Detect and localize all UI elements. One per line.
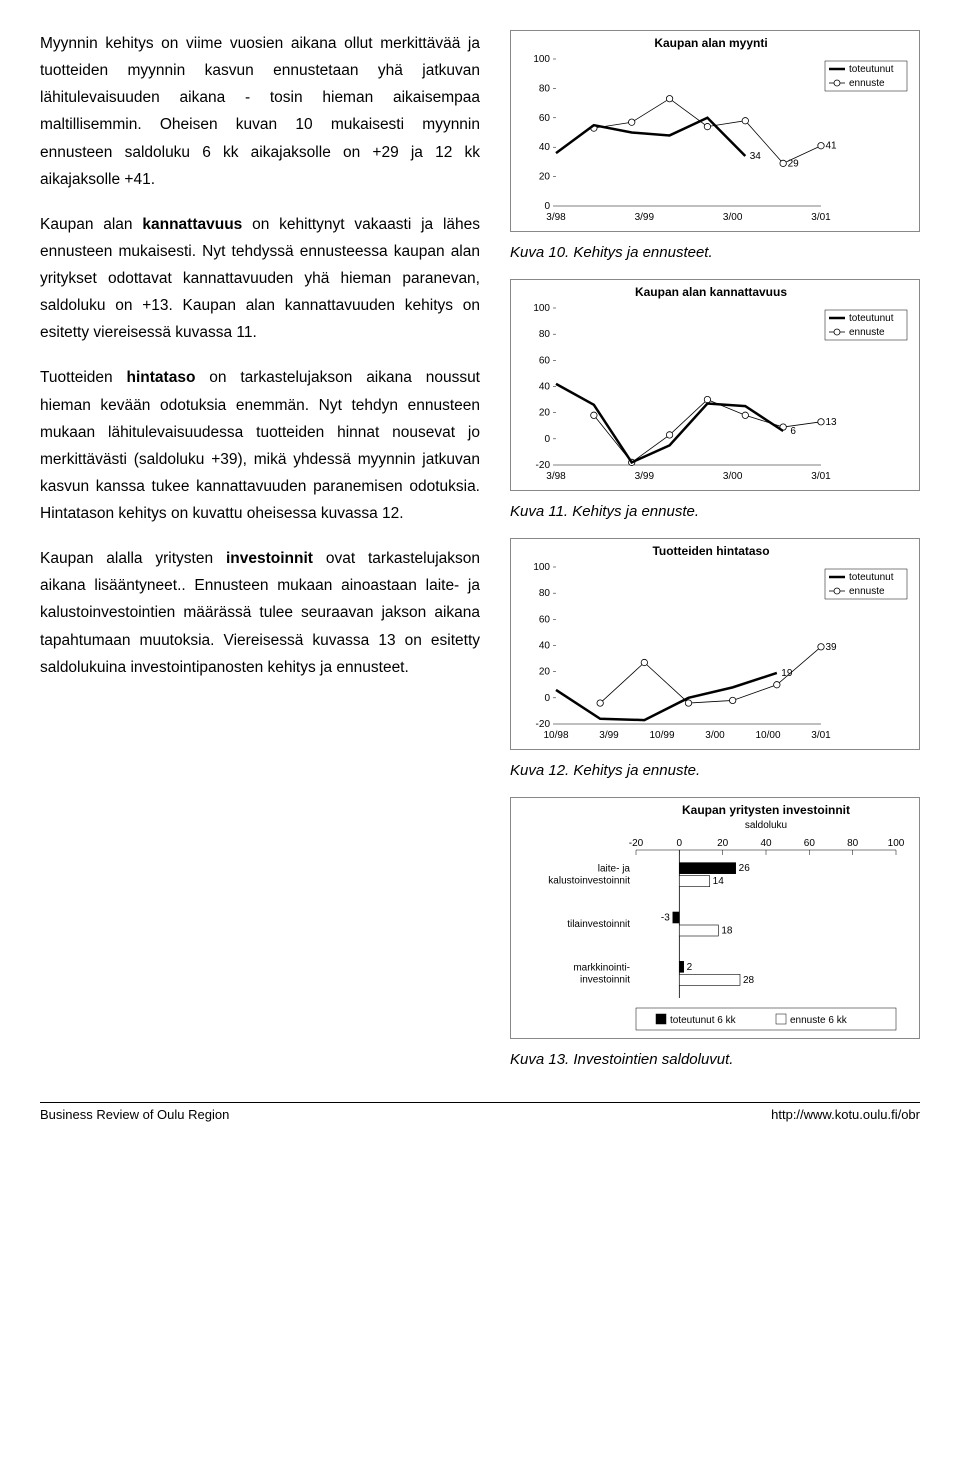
paragraph-1: Myynnin kehitys on viime vuosien aikana …: [40, 30, 480, 193]
svg-text:saldoluku: saldoluku: [745, 820, 787, 831]
svg-text:20: 20: [539, 667, 551, 678]
paragraph-2: Kaupan alan kannattavuus on kehittynyt v…: [40, 211, 480, 347]
svg-text:29: 29: [788, 158, 800, 169]
svg-text:40: 40: [539, 382, 551, 393]
svg-text:ennuste: ennuste: [849, 327, 885, 338]
svg-text:Tuotteiden hintataso: Tuotteiden hintataso: [652, 544, 769, 558]
svg-text:100: 100: [533, 562, 550, 573]
chart-13-svg: Kaupan yritysten investoinnit saldoluku -2…: [511, 798, 911, 1038]
svg-text:-20: -20: [629, 838, 644, 849]
svg-text:-20: -20: [536, 460, 551, 471]
charts-column: Kaupan alan myynti0204060801003/983/993/…: [510, 30, 920, 1078]
svg-text:13: 13: [825, 417, 837, 428]
svg-text:3/01: 3/01: [811, 471, 831, 482]
chart-12-box: Tuotteiden hintataso -20 0 20 40 60 80 100 10/98…: [510, 538, 920, 750]
chart-11-box: Kaupan alan kannattavuus -20 0 20 40 60 80 100 3…: [510, 279, 920, 491]
chart-10-svg: Kaupan alan myynti 0 20 40 60 80 100 3/98 3/99 3/…: [511, 31, 911, 231]
svg-text:ennuste: ennuste: [849, 78, 885, 89]
svg-text:26: 26: [739, 863, 751, 874]
svg-text:80: 80: [539, 329, 551, 340]
svg-text:100: 100: [533, 54, 550, 65]
svg-text:34: 34: [750, 151, 762, 162]
svg-text:2: 2: [687, 962, 693, 973]
svg-text:tilainvestoinnit: tilainvestoinnit: [567, 919, 630, 930]
svg-text:3/99: 3/99: [635, 212, 655, 223]
svg-text:40: 40: [539, 641, 551, 652]
svg-text:14: 14: [713, 876, 725, 887]
svg-text:20: 20: [539, 408, 551, 419]
svg-text:toteutunut: toteutunut: [849, 572, 894, 583]
svg-text:0: 0: [544, 434, 550, 445]
page-footer: Business Review of Oulu Region http://ww…: [40, 1102, 920, 1122]
svg-text:100: 100: [888, 838, 905, 849]
svg-text:28: 28: [743, 975, 755, 986]
svg-text:10/99: 10/99: [649, 730, 674, 741]
svg-text:19: 19: [781, 668, 793, 679]
svg-text:investoinnit: investoinnit: [580, 974, 630, 985]
svg-text:80: 80: [539, 83, 551, 94]
svg-text:6: 6: [790, 426, 796, 437]
svg-text:Kaupan yritysten investoinnit: Kaupan yritysten investoinnit: [682, 803, 850, 817]
svg-text:41: 41: [825, 141, 837, 152]
svg-text:-20: -20: [536, 719, 551, 730]
svg-text:3/98: 3/98: [546, 212, 566, 223]
svg-text:0: 0: [544, 693, 550, 704]
chart-10-box: Kaupan alan myynti 0 20 40 60 80 100 3/98 3/99 3/…: [510, 30, 920, 232]
svg-text:3/99: 3/99: [599, 730, 619, 741]
svg-text:18: 18: [721, 926, 733, 937]
paragraph-3: Tuotteiden hintataso on tarkastelujakson…: [40, 364, 480, 527]
svg-text:20: 20: [539, 172, 551, 183]
svg-text:3/00: 3/00: [723, 471, 743, 482]
svg-text:100: 100: [533, 303, 550, 314]
svg-text:ennuste 6 kk: ennuste 6 kk: [790, 1015, 848, 1026]
svg-text:-3: -3: [661, 913, 670, 924]
svg-text:60: 60: [804, 838, 816, 849]
svg-text:3/01: 3/01: [811, 730, 831, 741]
svg-text:laite- ja: laite- ja: [598, 864, 631, 875]
svg-text:toteutunut: toteutunut: [849, 313, 894, 324]
svg-text:60: 60: [539, 113, 551, 124]
svg-text:markkinointi-: markkinointi-: [573, 962, 630, 973]
svg-text:kalustoinvestoinnit: kalustoinvestoinnit: [548, 876, 630, 887]
svg-text:3/98: 3/98: [546, 471, 566, 482]
svg-text:40: 40: [760, 838, 772, 849]
chart-10-caption: Kuva 10. Kehitys ja ennusteet.: [510, 244, 920, 261]
footer-left: Business Review of Oulu Region: [40, 1107, 229, 1122]
chart-11-svg: Kaupan alan kannattavuus -20 0 20 40 60 80 100 3…: [511, 280, 911, 490]
svg-text:3/00: 3/00: [723, 212, 743, 223]
svg-text:80: 80: [539, 588, 551, 599]
svg-text:Kaupan alan kannattavuus: Kaupan alan kannattavuus: [635, 285, 787, 299]
svg-text:3/99: 3/99: [635, 471, 655, 482]
footer-right: http://www.kotu.oulu.fi/obr: [771, 1107, 920, 1122]
svg-text:80: 80: [847, 838, 859, 849]
chart-12-caption: Kuva 12. Kehitys ja ennuste.: [510, 762, 920, 779]
svg-text:ennuste: ennuste: [849, 586, 885, 597]
svg-text:10/98: 10/98: [543, 730, 568, 741]
svg-text:3/00: 3/00: [705, 730, 725, 741]
svg-text:10/00: 10/00: [755, 730, 780, 741]
svg-text:60: 60: [539, 614, 551, 625]
svg-text:0: 0: [544, 201, 550, 212]
body-text-column: Myynnin kehitys on viime vuosien aikana …: [40, 30, 480, 1078]
chart-12-svg: Tuotteiden hintataso -20 0 20 40 60 80 100 10/98…: [511, 539, 911, 749]
chart-13-caption: Kuva 13. Investointien saldoluvut.: [510, 1051, 920, 1068]
svg-text:39: 39: [825, 642, 837, 653]
chart-11-caption: Kuva 11. Kehitys ja ennuste.: [510, 503, 920, 520]
svg-text:0: 0: [677, 838, 683, 849]
page-columns: Myynnin kehitys on viime vuosien aikana …: [40, 30, 920, 1078]
paragraph-4: Kaupan alalla yritysten investoinnit ova…: [40, 545, 480, 681]
svg-text:toteutunut: toteutunut: [849, 64, 894, 75]
svg-text:toteutunut 6 kk: toteutunut 6 kk: [670, 1015, 737, 1026]
chart-13-box: Kaupan yritysten investoinnit saldoluku -2…: [510, 797, 920, 1039]
svg-text:60: 60: [539, 355, 551, 366]
svg-text:3/01: 3/01: [811, 212, 831, 223]
svg-text:Kaupan alan myynti: Kaupan alan myynti: [654, 36, 767, 50]
svg-text:40: 40: [539, 142, 551, 153]
svg-text:20: 20: [717, 838, 729, 849]
